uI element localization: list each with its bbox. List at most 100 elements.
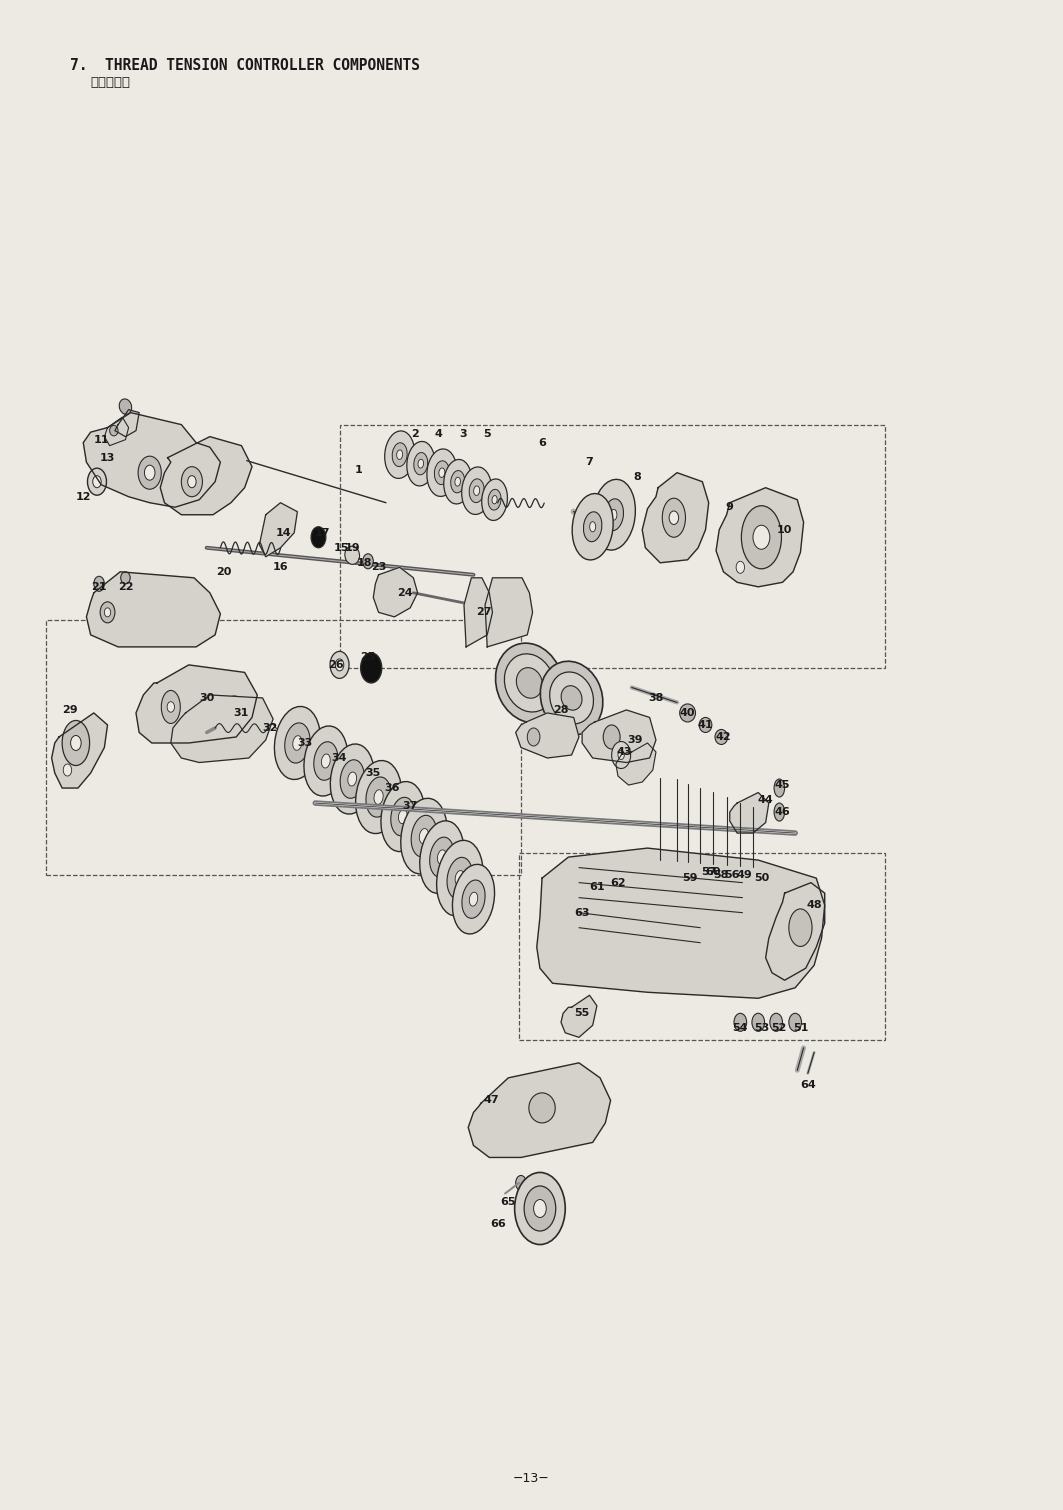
- Ellipse shape: [121, 572, 130, 584]
- Ellipse shape: [455, 871, 465, 886]
- Text: 34: 34: [332, 753, 348, 763]
- Text: 44: 44: [758, 796, 774, 805]
- Polygon shape: [161, 436, 252, 515]
- Ellipse shape: [411, 815, 437, 856]
- Ellipse shape: [679, 704, 695, 722]
- Bar: [47, 619, 521, 876]
- Text: 30: 30: [199, 693, 215, 704]
- Ellipse shape: [188, 476, 196, 488]
- Ellipse shape: [540, 661, 603, 735]
- Ellipse shape: [516, 1175, 526, 1190]
- Ellipse shape: [419, 829, 428, 844]
- Ellipse shape: [414, 453, 427, 474]
- Text: 2: 2: [411, 429, 420, 438]
- Ellipse shape: [162, 690, 181, 723]
- Text: 20: 20: [216, 566, 232, 577]
- Ellipse shape: [321, 753, 331, 769]
- Text: 27: 27: [476, 607, 492, 618]
- Text: 17: 17: [315, 528, 331, 538]
- Ellipse shape: [418, 459, 423, 468]
- Ellipse shape: [524, 1185, 556, 1231]
- Ellipse shape: [592, 479, 636, 550]
- Text: 1: 1: [354, 465, 362, 474]
- Text: 62: 62: [610, 877, 626, 888]
- Text: 48: 48: [807, 900, 822, 911]
- Ellipse shape: [534, 1199, 546, 1217]
- Ellipse shape: [231, 705, 237, 714]
- Text: 7: 7: [586, 458, 593, 467]
- Ellipse shape: [455, 477, 460, 486]
- Text: 13: 13: [100, 453, 115, 462]
- Ellipse shape: [715, 729, 728, 744]
- Ellipse shape: [335, 658, 343, 670]
- Ellipse shape: [331, 744, 374, 814]
- Ellipse shape: [119, 399, 132, 414]
- Ellipse shape: [311, 527, 326, 548]
- Text: 7.  THREAD TENSION CONTROLLER COMPONENTS: 7. THREAD TENSION CONTROLLER COMPONENTS: [69, 59, 420, 72]
- Text: 53: 53: [754, 1024, 769, 1033]
- Ellipse shape: [138, 456, 162, 489]
- Text: 36: 36: [385, 784, 400, 793]
- Text: 66: 66: [490, 1219, 506, 1229]
- Ellipse shape: [699, 717, 712, 732]
- Ellipse shape: [618, 750, 624, 760]
- Text: 29: 29: [62, 705, 78, 714]
- Ellipse shape: [469, 479, 484, 503]
- Ellipse shape: [429, 837, 454, 877]
- Text: 糸調子関係: 糸調子関係: [90, 76, 131, 89]
- Ellipse shape: [741, 506, 781, 569]
- Polygon shape: [52, 713, 107, 788]
- Ellipse shape: [362, 554, 373, 569]
- Polygon shape: [468, 1063, 610, 1158]
- Ellipse shape: [314, 741, 338, 781]
- Ellipse shape: [330, 651, 349, 678]
- Ellipse shape: [443, 459, 472, 504]
- Text: 65: 65: [501, 1197, 516, 1208]
- Polygon shape: [86, 572, 220, 646]
- Text: 59: 59: [682, 873, 697, 883]
- Ellipse shape: [488, 489, 501, 510]
- Ellipse shape: [145, 465, 155, 480]
- Polygon shape: [373, 568, 418, 618]
- Text: 39: 39: [627, 735, 643, 744]
- Ellipse shape: [344, 547, 359, 565]
- Ellipse shape: [789, 909, 812, 947]
- Ellipse shape: [304, 726, 348, 796]
- Ellipse shape: [774, 779, 784, 797]
- Ellipse shape: [104, 609, 111, 618]
- Text: 56: 56: [724, 870, 740, 880]
- Text: 5: 5: [484, 429, 491, 438]
- Text: 60: 60: [705, 867, 721, 877]
- Polygon shape: [465, 578, 492, 646]
- Ellipse shape: [462, 880, 485, 918]
- Text: 18: 18: [357, 557, 373, 568]
- Text: 8: 8: [634, 473, 641, 482]
- Text: −13−: −13−: [513, 1472, 550, 1484]
- Ellipse shape: [87, 468, 106, 495]
- Ellipse shape: [453, 864, 494, 935]
- Ellipse shape: [62, 720, 89, 766]
- Ellipse shape: [274, 707, 320, 779]
- Ellipse shape: [736, 562, 744, 574]
- Polygon shape: [115, 409, 139, 436]
- Text: 49: 49: [737, 870, 753, 880]
- Polygon shape: [642, 473, 709, 563]
- Text: 21: 21: [91, 581, 107, 592]
- Ellipse shape: [611, 741, 630, 769]
- Polygon shape: [730, 793, 769, 834]
- Ellipse shape: [517, 667, 542, 698]
- Ellipse shape: [285, 723, 310, 763]
- Ellipse shape: [360, 652, 382, 683]
- Ellipse shape: [92, 476, 101, 488]
- Text: 9: 9: [726, 503, 733, 512]
- Text: 43: 43: [617, 747, 632, 757]
- Polygon shape: [516, 713, 579, 758]
- Ellipse shape: [451, 471, 465, 492]
- Polygon shape: [765, 883, 825, 980]
- Text: 12: 12: [75, 492, 91, 501]
- Ellipse shape: [529, 1093, 555, 1123]
- Polygon shape: [485, 578, 533, 646]
- Ellipse shape: [604, 498, 624, 530]
- Polygon shape: [561, 995, 597, 1037]
- Text: 25: 25: [360, 652, 375, 663]
